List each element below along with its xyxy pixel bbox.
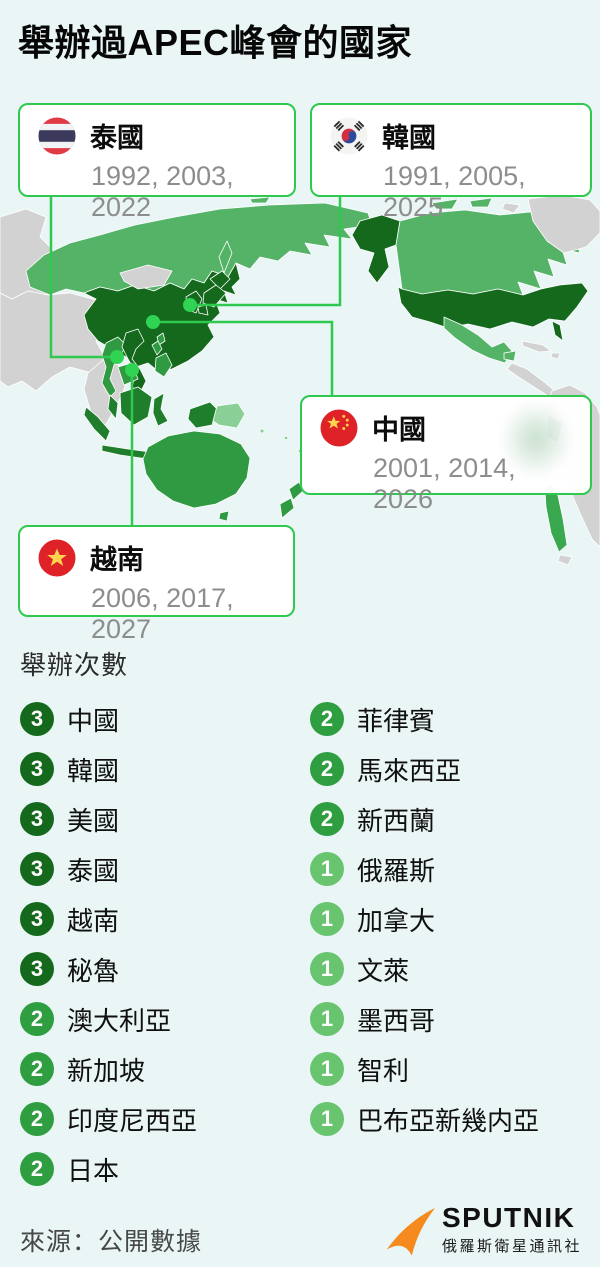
list-item: 1 加拿大: [310, 902, 586, 936]
count-badge: 3: [20, 752, 54, 786]
list-item: 2 馬來西亞: [310, 752, 586, 786]
country-label: 泰國: [67, 855, 120, 886]
country-label: 韓國: [67, 755, 120, 786]
list-item: 3 韓國: [20, 752, 310, 786]
count-badge: 3: [20, 702, 54, 736]
sputnik-logo: SPUTNIK 俄羅斯衛星通訊社: [386, 1203, 582, 1259]
page-title: 舉辦過APEC峰會的國家: [18, 22, 413, 63]
callout-years: 2006, 2017, 2027: [91, 583, 234, 644]
callout-years: 1992, 2003, 2022: [91, 161, 234, 222]
country-label: 日本: [67, 1155, 120, 1186]
list-item: 2 新西蘭: [310, 802, 586, 836]
country-label: 越南: [67, 905, 120, 936]
country-label: 印度尼西亞: [67, 1105, 198, 1136]
callout-country-name: 越南: [90, 545, 144, 575]
count-badge: 3: [20, 952, 54, 986]
list-item: 3 泰國: [20, 852, 310, 886]
count-badge: 1: [310, 1052, 344, 1086]
count-badge: 2: [310, 752, 344, 786]
callout-connector-lines: [49, 197, 342, 525]
list-item: 2 澳大利亞: [20, 1002, 310, 1036]
list-item: 1 智利: [310, 1052, 586, 1086]
country-label: 澳大利亞: [67, 1005, 172, 1036]
country-label: 墨西哥: [357, 1005, 436, 1036]
country-label: 加拿大: [357, 905, 436, 936]
callout-country-name: 中國: [372, 415, 426, 445]
list-item: 1 文萊: [310, 952, 586, 986]
count-badge: 1: [310, 852, 344, 886]
list-item: 2 印度尼西亞: [20, 1102, 310, 1136]
source-note: 來源：公開數據: [20, 1228, 203, 1256]
list-item: 3 秘魯: [20, 952, 310, 986]
callout-korea: 韓國 1991, 2005, 2025: [310, 103, 592, 222]
callout-country-name: 韓國: [382, 123, 436, 153]
list-item: 2 菲律賓: [310, 702, 586, 736]
callout-years: 2001, 2014, 2026: [373, 453, 516, 514]
host-location-dots: [110, 298, 197, 377]
korea-dot: [183, 298, 197, 312]
sputnik-swoosh-icon: [386, 1208, 436, 1256]
count-badge: 2: [20, 1102, 54, 1136]
thailand-dot: [110, 350, 124, 364]
list-item: 3 越南: [20, 902, 310, 936]
sputnik-logo-subtitle: 俄羅斯衛星通訊社: [441, 1238, 582, 1256]
count-badge: 1: [310, 902, 344, 936]
counts-column-left: 3 中國 3 韓國 3 美國 3 泰國 3 越南 3 秘魯 2 澳大利亞 2 新加坡 2 印度尼西…: [20, 702, 310, 1202]
count-badge: 2: [310, 802, 344, 836]
country-label: 巴布亞新幾内亞: [357, 1105, 540, 1136]
list-item: 1 墨西哥: [310, 1002, 586, 1036]
country-label: 中國: [67, 705, 120, 736]
country-label: 馬來西亞: [357, 755, 462, 786]
sputnik-logo-text: SPUTNIK: [441, 1202, 576, 1233]
count-badge: 1: [310, 952, 344, 986]
count-badge: 3: [20, 852, 54, 886]
list-item: 3 中國: [20, 702, 310, 736]
country-label: 俄羅斯: [357, 855, 436, 886]
list-item: 1 巴布亞新幾内亞: [310, 1102, 586, 1136]
south-korea-flag-icon: [330, 117, 368, 154]
count-badge: 1: [310, 1102, 344, 1136]
country-label: 秘魯: [67, 955, 120, 986]
count-badge: 2: [20, 1002, 54, 1036]
callout-china: 中國 2001, 2014, 2026: [300, 395, 592, 514]
count-badge: 1: [310, 1002, 344, 1036]
vietnam-dot: [125, 363, 139, 377]
thailand-flag-icon: [38, 117, 76, 154]
count-badge: 3: [20, 802, 54, 836]
counts-column-right: 2 菲律賓 2 馬來西亞 2 新西蘭 1 俄羅斯 1 加拿大 1 文萊 1 墨西哥 1 智利 1…: [310, 702, 586, 1202]
country-label: 智利: [357, 1055, 410, 1086]
country-label: 菲律賓: [357, 705, 436, 736]
vietnam-flag-icon: [38, 539, 76, 576]
country-label: 文萊: [357, 955, 410, 986]
list-item: 1 俄羅斯: [310, 852, 586, 886]
count-badge: 2: [20, 1152, 54, 1186]
china-flag-icon: [320, 409, 358, 446]
count-badge: 2: [310, 702, 344, 736]
country-label: 新加坡: [67, 1055, 146, 1086]
count-badge: 2: [20, 1052, 54, 1086]
country-label: 美國: [67, 805, 120, 836]
counts-list: 3 中國 3 韓國 3 美國 3 泰國 3 越南 3 秘魯 2 澳大利亞 2 新加坡 2 印度尼西…: [20, 702, 586, 1202]
list-item: 2 新加坡: [20, 1052, 310, 1086]
list-item: 2 日本: [20, 1152, 310, 1186]
callout-country-name: 泰國: [90, 123, 144, 153]
counts-heading: 舉辦次數: [20, 650, 129, 680]
callout-thailand: 泰國 1992, 2003, 2022: [18, 103, 296, 222]
callout-years: 1991, 2005, 2025: [383, 161, 526, 222]
country-label: 新西蘭: [357, 805, 436, 836]
list-item: 3 美國: [20, 802, 310, 836]
callout-vietnam: 越南 2006, 2017, 2027: [18, 525, 295, 644]
count-badge: 3: [20, 902, 54, 936]
china-dot: [146, 315, 160, 329]
